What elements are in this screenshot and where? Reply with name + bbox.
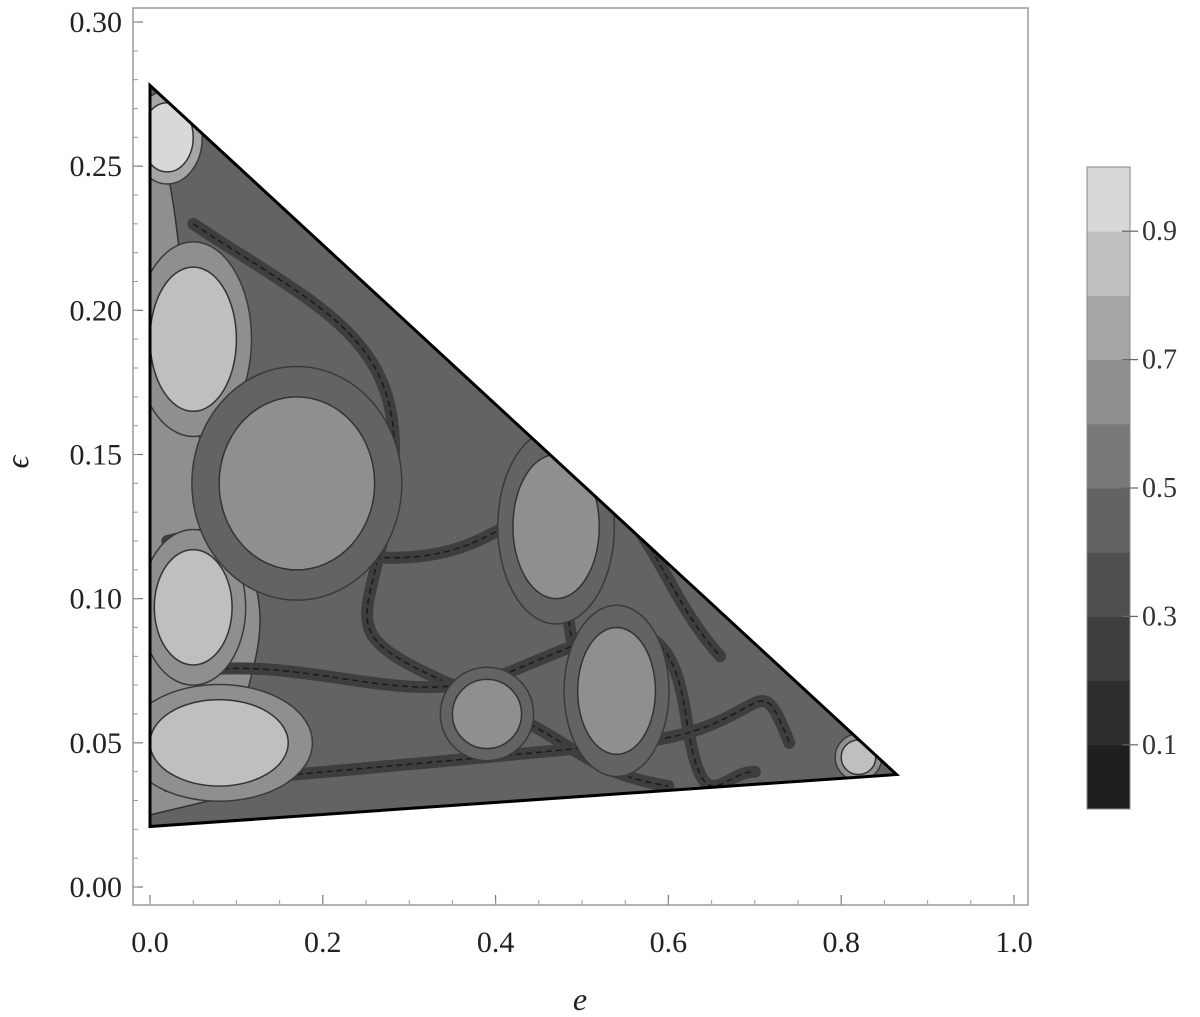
- colorbar-tick-label: 0.7: [1142, 345, 1177, 376]
- y-axis-ticks: 0.00 0.05 0.10 0.15 0.20 0.25 0.30: [70, 6, 143, 904]
- colorbar-tick-label: 0.1: [1142, 730, 1177, 761]
- colorbar-level: [1087, 295, 1130, 361]
- colorbar-level: [1087, 488, 1130, 553]
- colorbar-level: [1087, 359, 1130, 425]
- contour-island: [576, 626, 657, 756]
- y-tick-label: 0.30: [70, 6, 123, 39]
- x-axis-title: e: [573, 981, 587, 1017]
- y-tick-label: 0.00: [70, 871, 123, 904]
- x-tick-label: 0.4: [477, 926, 515, 959]
- y-axis-title: ϵ: [0, 454, 35, 468]
- x-tick-label: 0.2: [304, 926, 342, 959]
- colorbar-level: [1087, 552, 1130, 617]
- contour-ridge-line: [167, 700, 791, 787]
- colorbar-tick-label: 0.9: [1142, 216, 1177, 247]
- colorbar-level: [1087, 167, 1130, 232]
- x-tick-label: 1.0: [995, 926, 1033, 959]
- colorbar-level: [1087, 231, 1130, 296]
- contour-island: [150, 266, 238, 412]
- x-axis-ticks: 0.0 0.2 0.4 0.6 0.8 1.0: [131, 895, 1033, 959]
- contour-island: [150, 698, 289, 787]
- colorbar-level: [1087, 744, 1130, 810]
- colorbar-tick-label: 0.3: [1142, 601, 1177, 632]
- y-tick-label: 0.25: [70, 150, 123, 183]
- colorbar-level: [1087, 423, 1130, 489]
- y-tick-label: 0.05: [70, 727, 123, 760]
- colorbar-level: [1087, 616, 1130, 682]
- domain-triangle-outline: [148, 81, 901, 829]
- x-tick-label: 0.6: [650, 926, 688, 959]
- x-tick-label: 0.0: [131, 926, 169, 959]
- x-tick-label: 0.8: [822, 926, 860, 959]
- y-tick-label: 0.20: [70, 294, 123, 327]
- contour-island: [153, 548, 233, 666]
- y-tick-label: 0.10: [70, 583, 123, 616]
- contour-island: [451, 678, 523, 750]
- contour-island: [218, 396, 376, 571]
- colorbar-level: [1087, 680, 1130, 746]
- colorbar: 0.1 0.3 0.5 0.7 0.9: [1086, 166, 1177, 810]
- contour-ridge-line: [193, 632, 755, 787]
- y-tick-label: 0.15: [70, 439, 123, 472]
- colorbar-tick-label: 0.5: [1142, 473, 1177, 504]
